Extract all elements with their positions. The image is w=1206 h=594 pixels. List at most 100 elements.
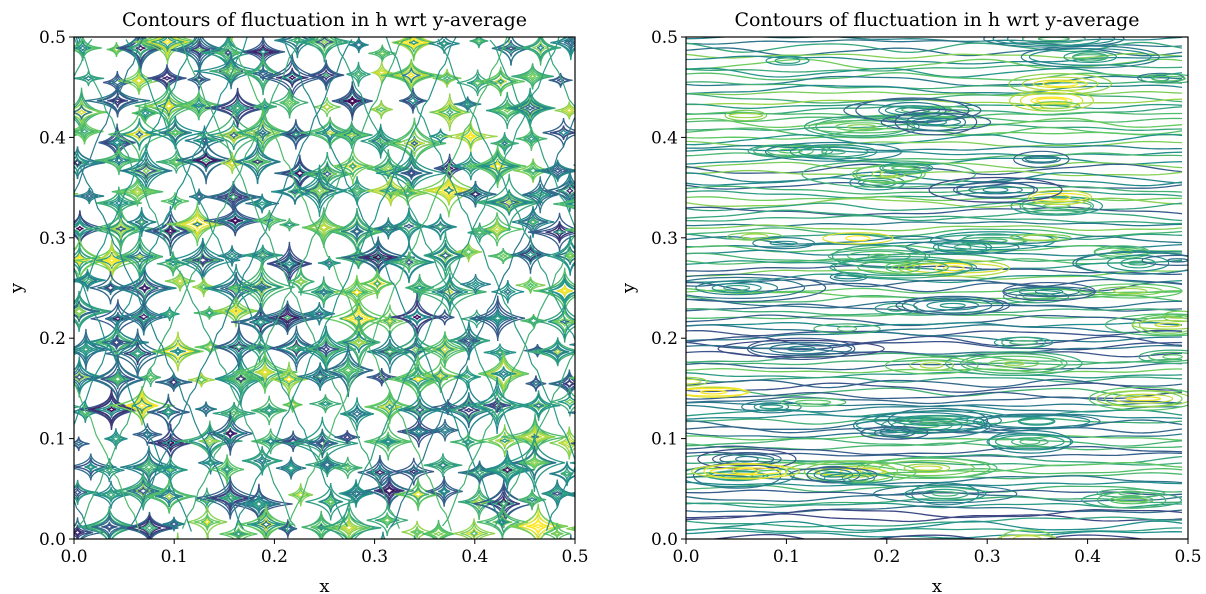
contour-line [76,225,84,232]
contour-line [486,218,508,240]
contour-line [101,487,121,502]
contour-line [109,196,129,211]
contour-line [686,224,1183,232]
contour-line [1025,156,1058,163]
contour-line [545,14,576,32]
contour-line [583,331,617,357]
chart-right-xlabel: x [932,576,942,594]
contour-line [190,544,225,571]
contour-line [723,284,751,291]
contour-line [1120,257,1156,269]
contour-line [686,391,1183,400]
contour-line [554,101,575,120]
contour-line [383,241,435,284]
contour-line [164,270,196,292]
contour-line [116,179,159,204]
contour-line [340,519,358,537]
contour-line [288,74,296,81]
contour-line [172,157,181,167]
contour-line [220,94,255,122]
contour-line [322,102,332,112]
contour-line [578,400,608,425]
y-tick-label: 0.2 [39,329,66,349]
contour-line [470,494,488,510]
contour-line [78,37,301,527]
contour-line [220,404,248,423]
contour-line [74,157,87,168]
contour-line [1021,76,1099,92]
contour-line [529,13,539,17]
contour-line [157,435,184,451]
contour-line [857,259,949,275]
contour-line [126,513,173,539]
contour-line [586,277,613,299]
contour-line [586,157,603,173]
x-tick-label: 0.3 [974,547,1001,567]
contour-line [258,516,274,532]
contour-line [577,27,613,54]
contour-line [194,513,221,531]
contour-line [179,37,220,67]
contour-line [434,181,463,200]
contour-line [166,467,175,473]
contour-line [490,136,519,151]
contour-line [474,147,521,186]
contour-line [93,516,125,538]
contour-line [1138,349,1188,365]
contour-line [813,323,881,335]
contour-line [746,337,856,361]
contour-line [431,273,469,311]
x-tick-label: 0.0 [60,547,87,567]
contour-line [74,37,145,194]
contour-line [277,69,307,87]
contour-line [404,189,412,198]
contour-line [1131,320,1188,330]
contour-line [40,464,56,477]
contour-line [237,507,295,539]
contour-line [686,281,1183,293]
contour-line [906,415,969,426]
y-tick-label: 0.1 [651,430,678,450]
contour-line [548,369,575,398]
contour-line [1032,79,1088,89]
contour-line [74,340,99,359]
contour-line [98,464,120,477]
contour-line [432,338,458,361]
contour-line [55,404,62,409]
contour-line [74,371,89,383]
contour-line [162,119,188,147]
y-tick-label: 0.3 [39,229,66,249]
contour-line [192,253,214,267]
contour-line [438,104,461,120]
contour-line [1095,389,1188,408]
contour-line [366,504,408,536]
contour-line [410,402,430,418]
contour-line [307,362,333,391]
contour-line [308,59,344,91]
contour-line [686,496,1183,506]
contour-line [344,161,362,171]
contour-line [822,232,894,245]
contour-line [1013,150,1070,169]
contour-line [74,301,96,321]
contour-line [437,484,451,499]
contour-line [77,37,79,38]
contour-line [425,475,463,507]
contour-line [485,505,520,539]
contour-line [375,480,404,501]
contour-line [1138,315,1188,334]
contour-line [40,484,65,508]
contour-line [501,140,508,147]
contour-line [765,55,810,66]
y-tick-label: 0.3 [651,229,678,249]
contour-line [516,63,549,90]
contour-line [591,73,610,83]
contour-line [366,457,394,487]
contour-line [340,397,374,431]
contour-line [113,375,123,384]
contour-line [686,508,1183,519]
contour-line [846,124,877,130]
contour-line [186,149,226,171]
contour-line [589,161,599,169]
contour-line [163,463,177,476]
